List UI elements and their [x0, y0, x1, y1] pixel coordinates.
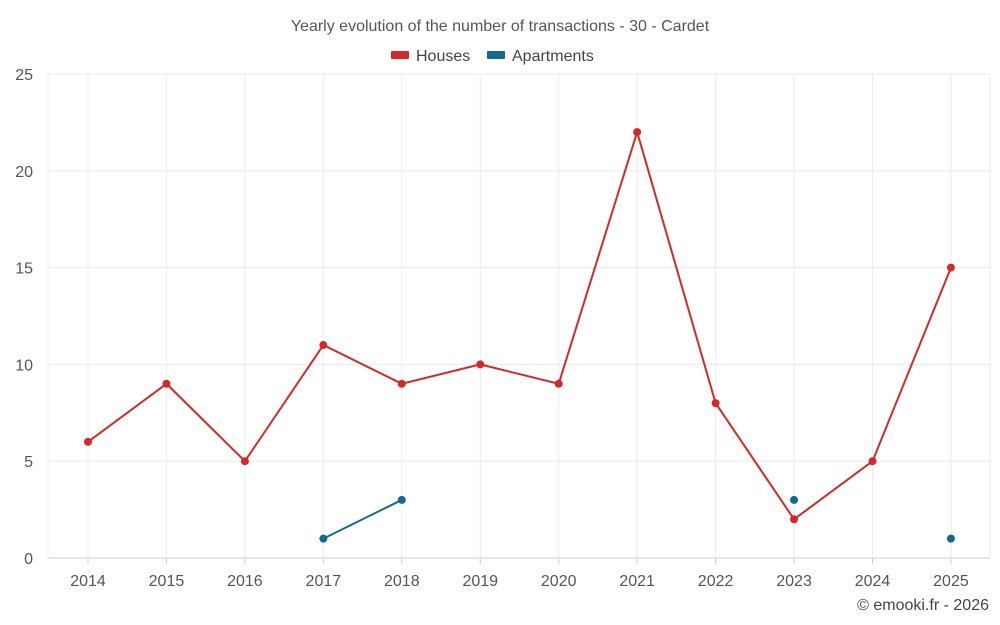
x-tick-label: 2017 — [306, 573, 342, 590]
y-axis: 0 5 10 15 20 25 — [15, 67, 33, 568]
x-axis: 2014 2015 2016 2017 2018 2019 2020 2021 2022 2023… — [70, 558, 969, 590]
data-point-houses[interactable] — [633, 128, 642, 137]
data-point-houses[interactable] — [84, 437, 92, 446]
legend-item-houses[interactable]: Houses — [391, 48, 470, 65]
data-point-houses[interactable] — [790, 515, 799, 524]
x-tick-label: 2021 — [619, 573, 655, 590]
data-point-houses[interactable] — [711, 399, 720, 408]
x-tick-label: 2019 — [462, 573, 498, 590]
series-houses — [84, 128, 955, 524]
legend: Houses Apartments — [391, 48, 594, 65]
y-tick-label: 0 — [24, 551, 33, 568]
data-point-apartments[interactable] — [319, 534, 328, 543]
data-point-apartments[interactable] — [397, 495, 406, 504]
gridlines — [47, 73, 991, 559]
legend-swatch-houses — [391, 51, 409, 59]
y-tick-label: 20 — [15, 164, 33, 181]
data-point-apartments[interactable] — [946, 534, 955, 543]
series-layer — [84, 128, 955, 543]
legend-label-apartments: Apartments — [512, 48, 594, 65]
chart-title: Yearly evolution of the number of transa… — [291, 18, 710, 35]
data-point-apartments[interactable] — [790, 495, 799, 504]
x-tick-label: 2016 — [227, 573, 263, 590]
credit-text: © emooki.fr - 2026 — [857, 597, 989, 614]
x-tick-label: 2020 — [541, 573, 577, 590]
x-tick-label: 2022 — [698, 573, 734, 590]
legend-item-apartments[interactable]: Apartments — [487, 48, 594, 65]
y-tick-label: 10 — [15, 357, 33, 374]
data-point-houses[interactable] — [397, 379, 406, 388]
x-tick-label: 2014 — [70, 573, 106, 590]
x-tick-label: 2023 — [776, 573, 812, 590]
y-tick-label: 25 — [15, 67, 33, 84]
x-tick-label: 2015 — [149, 573, 185, 590]
data-point-houses[interactable] — [476, 360, 485, 369]
series-apartments — [319, 495, 955, 543]
series-line-apartments — [322, 499, 403, 540]
data-point-houses[interactable] — [946, 263, 955, 272]
data-point-houses[interactable] — [554, 379, 563, 388]
legend-label-houses: Houses — [416, 48, 470, 65]
y-tick-label: 5 — [24, 454, 33, 471]
data-point-houses[interactable] — [319, 341, 328, 350]
x-tick-label: 2018 — [384, 573, 420, 590]
x-tick-label: 2024 — [855, 573, 891, 590]
x-tick-label: 2025 — [933, 573, 969, 590]
series-line-houses — [87, 131, 952, 521]
data-point-houses[interactable] — [240, 457, 249, 466]
y-tick-label: 15 — [15, 261, 33, 278]
data-point-houses[interactable] — [162, 379, 171, 388]
data-point-houses[interactable] — [868, 457, 877, 466]
legend-swatch-apartments — [487, 51, 505, 59]
